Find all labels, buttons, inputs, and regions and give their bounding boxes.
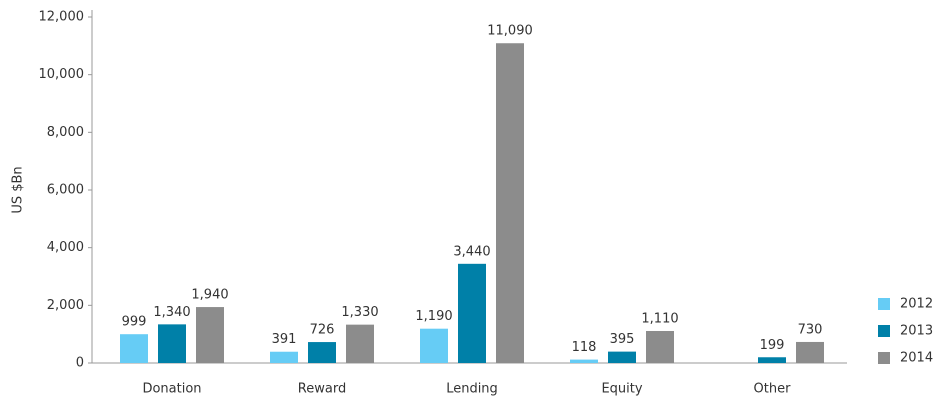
value-label: 118 bbox=[572, 340, 597, 355]
y-tick-label: 2,000 bbox=[47, 298, 84, 313]
value-label: 730 bbox=[798, 322, 823, 337]
bar bbox=[570, 359, 598, 363]
bar bbox=[646, 330, 674, 363]
y-tick-label: 10,000 bbox=[39, 67, 85, 82]
value-label: 999 bbox=[122, 315, 147, 330]
value-label: 391 bbox=[272, 332, 297, 347]
y-tick-label: 6,000 bbox=[47, 183, 84, 198]
bar bbox=[270, 351, 298, 363]
y-tick-label: 12,000 bbox=[39, 10, 85, 25]
x-tick-label: Equity bbox=[601, 382, 642, 397]
value-label: 1,340 bbox=[153, 305, 190, 320]
legend-swatch bbox=[878, 325, 890, 337]
value-label: 1,110 bbox=[641, 311, 678, 326]
value-label: 1,190 bbox=[415, 309, 452, 324]
x-tick-label: Lending bbox=[446, 382, 498, 397]
bar bbox=[196, 307, 224, 363]
bar bbox=[120, 334, 148, 363]
value-label: 726 bbox=[310, 323, 335, 338]
bar bbox=[158, 324, 186, 363]
value-label: 1,330 bbox=[341, 305, 378, 320]
y-axis-label: US $Bn bbox=[11, 166, 26, 213]
x-tick-label: Other bbox=[754, 382, 792, 397]
legend-swatch bbox=[878, 298, 890, 310]
bar bbox=[458, 263, 486, 363]
bar bbox=[346, 324, 374, 363]
y-tick-label: 8,000 bbox=[47, 125, 84, 140]
x-tick-label: Reward bbox=[298, 382, 346, 397]
value-label: 3,440 bbox=[453, 244, 490, 259]
bar bbox=[496, 43, 524, 363]
value-label: 199 bbox=[760, 338, 785, 353]
bar bbox=[608, 351, 636, 363]
legend-label: 2012 bbox=[900, 297, 933, 312]
value-label: 395 bbox=[610, 332, 635, 347]
x-tick-label: Donation bbox=[142, 382, 201, 397]
bar bbox=[796, 341, 824, 363]
value-label: 1,940 bbox=[191, 288, 228, 303]
bar bbox=[420, 328, 448, 363]
value-label: 11,090 bbox=[487, 24, 533, 39]
bar bbox=[308, 342, 336, 363]
legend-label: 2013 bbox=[900, 324, 933, 339]
legend-swatch bbox=[878, 352, 890, 364]
legend-label: 2014 bbox=[900, 351, 933, 366]
bar bbox=[758, 357, 786, 363]
y-tick-label: 0 bbox=[76, 356, 84, 371]
y-tick-label: 4,000 bbox=[47, 240, 84, 255]
